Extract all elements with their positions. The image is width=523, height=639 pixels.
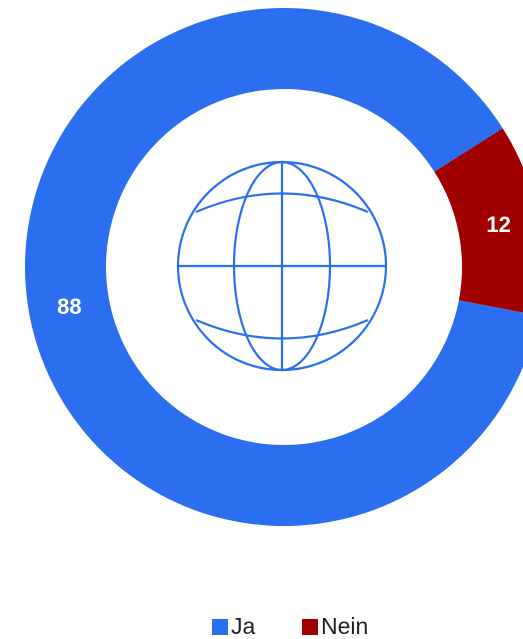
donut-segment [25, 8, 523, 526]
legend-swatch [302, 619, 318, 635]
data-label: 12 [486, 212, 510, 237]
donut-segment [434, 128, 523, 313]
data-label: 88 [57, 294, 81, 319]
globe-icon [176, 160, 388, 372]
legend-label: Ja [231, 613, 256, 639]
legend-swatch [212, 619, 228, 635]
legend-label: Nein [321, 613, 368, 639]
